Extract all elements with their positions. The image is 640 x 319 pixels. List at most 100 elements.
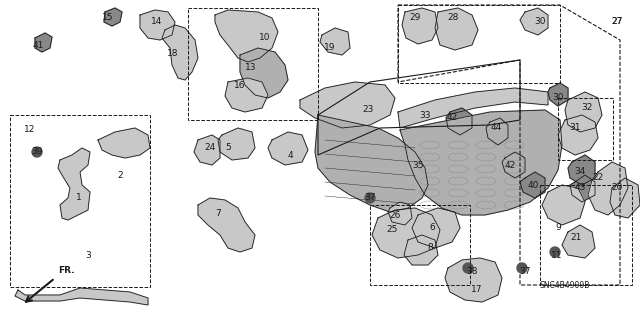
Text: 1: 1 bbox=[76, 194, 82, 203]
Polygon shape bbox=[225, 78, 268, 112]
Bar bbox=[558, 98, 613, 160]
Polygon shape bbox=[400, 110, 562, 215]
Text: 30: 30 bbox=[552, 93, 564, 102]
Polygon shape bbox=[565, 92, 602, 132]
Polygon shape bbox=[445, 258, 502, 302]
Polygon shape bbox=[315, 115, 428, 212]
Text: 18: 18 bbox=[167, 48, 179, 57]
Text: 42: 42 bbox=[446, 114, 458, 122]
Text: 14: 14 bbox=[151, 18, 163, 26]
Polygon shape bbox=[320, 28, 350, 55]
Text: 2: 2 bbox=[117, 170, 123, 180]
Text: 22: 22 bbox=[593, 174, 604, 182]
Text: 42: 42 bbox=[504, 160, 516, 169]
Polygon shape bbox=[198, 198, 255, 252]
Polygon shape bbox=[548, 83, 568, 106]
Polygon shape bbox=[570, 175, 595, 202]
Text: 12: 12 bbox=[24, 125, 36, 135]
Polygon shape bbox=[446, 108, 472, 135]
Polygon shape bbox=[558, 115, 598, 155]
Polygon shape bbox=[140, 10, 175, 40]
Text: 19: 19 bbox=[324, 43, 336, 53]
Text: 44: 44 bbox=[490, 123, 502, 132]
Text: 27: 27 bbox=[611, 18, 623, 26]
Polygon shape bbox=[15, 288, 148, 305]
Text: 37: 37 bbox=[519, 268, 531, 277]
Polygon shape bbox=[520, 8, 548, 35]
Polygon shape bbox=[588, 162, 628, 215]
Text: 38: 38 bbox=[467, 268, 477, 277]
Polygon shape bbox=[398, 88, 548, 128]
Bar bbox=[188, 8, 318, 120]
Polygon shape bbox=[404, 235, 438, 265]
Text: 27: 27 bbox=[611, 18, 623, 26]
Text: 30: 30 bbox=[534, 18, 546, 26]
Text: 31: 31 bbox=[569, 123, 580, 132]
Bar bbox=[370, 205, 470, 285]
Polygon shape bbox=[610, 178, 640, 218]
Text: 7: 7 bbox=[215, 209, 221, 218]
Polygon shape bbox=[486, 118, 508, 145]
Text: 26: 26 bbox=[389, 211, 401, 219]
Polygon shape bbox=[562, 225, 595, 258]
Polygon shape bbox=[194, 135, 220, 165]
Text: 43: 43 bbox=[574, 183, 586, 192]
Text: FR.: FR. bbox=[58, 266, 74, 275]
Text: 8: 8 bbox=[427, 243, 433, 253]
Text: 24: 24 bbox=[204, 144, 216, 152]
Polygon shape bbox=[402, 8, 438, 44]
Text: 35: 35 bbox=[412, 160, 424, 169]
Text: 5: 5 bbox=[225, 144, 231, 152]
Polygon shape bbox=[372, 208, 440, 258]
Polygon shape bbox=[502, 152, 525, 178]
Text: 21: 21 bbox=[570, 234, 582, 242]
Bar bbox=[540, 185, 632, 285]
Polygon shape bbox=[218, 128, 255, 160]
Text: SNC4B4900B: SNC4B4900B bbox=[540, 280, 590, 290]
Polygon shape bbox=[104, 8, 122, 26]
Bar bbox=[10, 115, 150, 287]
Text: 17: 17 bbox=[471, 286, 483, 294]
Polygon shape bbox=[58, 148, 90, 220]
Text: 23: 23 bbox=[362, 106, 374, 115]
Text: 9: 9 bbox=[555, 224, 561, 233]
Text: 28: 28 bbox=[447, 13, 459, 23]
Text: 41: 41 bbox=[32, 41, 44, 49]
Text: 40: 40 bbox=[527, 181, 539, 189]
Text: 15: 15 bbox=[102, 13, 114, 23]
Polygon shape bbox=[215, 10, 278, 62]
Text: 10: 10 bbox=[259, 33, 271, 42]
Polygon shape bbox=[435, 8, 478, 50]
Circle shape bbox=[550, 247, 560, 257]
Polygon shape bbox=[268, 132, 308, 165]
Polygon shape bbox=[240, 48, 288, 98]
Text: 4: 4 bbox=[287, 151, 293, 160]
Text: 13: 13 bbox=[245, 63, 257, 72]
Text: 33: 33 bbox=[419, 110, 431, 120]
Text: 37: 37 bbox=[364, 194, 376, 203]
Text: 34: 34 bbox=[574, 167, 586, 176]
Polygon shape bbox=[412, 208, 460, 248]
Bar bbox=[398, 5, 560, 83]
Circle shape bbox=[517, 263, 527, 273]
Text: 6: 6 bbox=[429, 224, 435, 233]
Text: 29: 29 bbox=[410, 13, 420, 23]
Polygon shape bbox=[568, 155, 595, 185]
Text: 20: 20 bbox=[611, 183, 623, 192]
Text: 32: 32 bbox=[581, 103, 593, 113]
Polygon shape bbox=[35, 33, 52, 52]
Text: 11: 11 bbox=[551, 250, 563, 259]
Text: 16: 16 bbox=[234, 80, 246, 90]
Text: 39: 39 bbox=[31, 147, 43, 157]
Polygon shape bbox=[542, 185, 585, 225]
Polygon shape bbox=[98, 128, 150, 158]
Circle shape bbox=[365, 193, 375, 203]
Polygon shape bbox=[520, 172, 545, 198]
Polygon shape bbox=[162, 25, 198, 80]
Polygon shape bbox=[388, 202, 412, 225]
Polygon shape bbox=[300, 82, 395, 128]
Text: 3: 3 bbox=[85, 250, 91, 259]
Circle shape bbox=[463, 263, 473, 273]
Circle shape bbox=[32, 147, 42, 157]
Text: 25: 25 bbox=[387, 226, 397, 234]
